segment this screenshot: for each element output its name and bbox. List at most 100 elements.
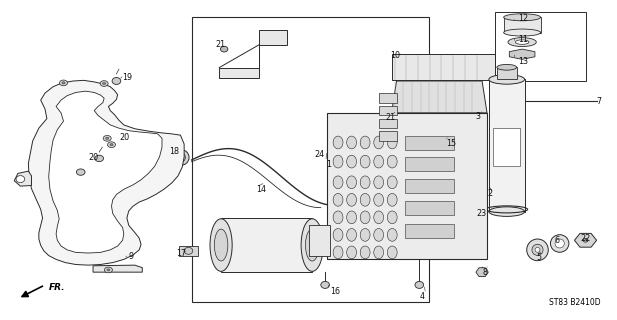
Text: 21: 21: [386, 114, 395, 123]
Text: 11: 11: [518, 35, 528, 44]
Ellipse shape: [387, 211, 397, 224]
Text: 4: 4: [420, 292, 424, 301]
Text: 8: 8: [482, 268, 487, 277]
Ellipse shape: [321, 281, 329, 288]
Ellipse shape: [503, 14, 540, 21]
Bar: [405, 224, 453, 238]
Ellipse shape: [387, 176, 397, 189]
Text: 9: 9: [129, 252, 134, 261]
Text: 19: 19: [123, 73, 133, 82]
Ellipse shape: [112, 77, 121, 84]
Text: 3: 3: [475, 112, 480, 121]
Ellipse shape: [503, 29, 540, 36]
Ellipse shape: [77, 169, 85, 175]
Ellipse shape: [360, 155, 370, 168]
Ellipse shape: [16, 176, 25, 183]
Ellipse shape: [347, 211, 357, 224]
Polygon shape: [49, 91, 162, 253]
Bar: [379, 106, 397, 116]
Ellipse shape: [347, 136, 357, 149]
Polygon shape: [93, 265, 143, 272]
Bar: [379, 131, 397, 141]
Ellipse shape: [387, 246, 397, 259]
Ellipse shape: [387, 194, 397, 206]
Polygon shape: [476, 268, 488, 276]
Bar: [327, 113, 487, 260]
Ellipse shape: [305, 229, 319, 261]
Ellipse shape: [360, 136, 370, 149]
Text: 18: 18: [169, 147, 179, 156]
Ellipse shape: [374, 246, 384, 259]
Ellipse shape: [333, 136, 343, 149]
Ellipse shape: [360, 176, 370, 189]
Bar: [379, 93, 397, 103]
Ellipse shape: [59, 80, 67, 86]
Ellipse shape: [106, 137, 109, 140]
Ellipse shape: [110, 144, 113, 146]
Text: 16: 16: [330, 287, 340, 296]
Ellipse shape: [387, 155, 397, 168]
Ellipse shape: [515, 40, 529, 44]
Ellipse shape: [360, 228, 370, 241]
Ellipse shape: [387, 228, 397, 241]
Ellipse shape: [489, 207, 524, 216]
Text: 15: 15: [446, 139, 457, 148]
Ellipse shape: [347, 228, 357, 241]
Ellipse shape: [102, 83, 106, 85]
Polygon shape: [509, 49, 535, 59]
Ellipse shape: [374, 194, 384, 206]
Ellipse shape: [100, 81, 108, 86]
Ellipse shape: [535, 247, 540, 252]
Ellipse shape: [527, 239, 549, 261]
Ellipse shape: [333, 211, 343, 224]
Ellipse shape: [62, 82, 65, 84]
Text: 1: 1: [326, 160, 331, 169]
Bar: [179, 246, 197, 256]
Ellipse shape: [214, 229, 228, 261]
Ellipse shape: [360, 211, 370, 224]
Text: 22: 22: [581, 234, 591, 243]
Bar: [489, 79, 524, 212]
Ellipse shape: [347, 155, 357, 168]
Text: 13: 13: [518, 57, 528, 66]
Ellipse shape: [374, 136, 384, 149]
Ellipse shape: [489, 75, 524, 84]
Ellipse shape: [184, 247, 193, 254]
Text: 10: 10: [390, 51, 400, 60]
Ellipse shape: [347, 194, 357, 206]
Text: 21: 21: [215, 40, 225, 49]
Ellipse shape: [175, 153, 185, 162]
Ellipse shape: [103, 135, 111, 141]
Text: FR.: FR.: [49, 283, 65, 292]
Ellipse shape: [210, 219, 232, 271]
Ellipse shape: [360, 246, 370, 259]
Bar: [405, 157, 453, 171]
Ellipse shape: [387, 136, 397, 149]
Bar: [405, 136, 453, 150]
Ellipse shape: [374, 228, 384, 241]
Ellipse shape: [555, 239, 565, 248]
Text: 7: 7: [597, 97, 602, 106]
Text: 5: 5: [536, 253, 541, 262]
Polygon shape: [14, 171, 31, 186]
Polygon shape: [574, 233, 597, 247]
Text: 17: 17: [176, 250, 186, 259]
Ellipse shape: [333, 228, 343, 241]
Bar: [221, 218, 312, 272]
Text: 12: 12: [518, 14, 529, 23]
Ellipse shape: [497, 64, 516, 70]
Bar: [392, 54, 495, 80]
Ellipse shape: [107, 269, 110, 271]
Ellipse shape: [107, 142, 115, 148]
Ellipse shape: [532, 244, 543, 255]
Ellipse shape: [220, 46, 228, 52]
Ellipse shape: [360, 194, 370, 206]
Text: 23: 23: [476, 209, 486, 218]
Ellipse shape: [333, 155, 343, 168]
Bar: [497, 67, 516, 79]
Ellipse shape: [333, 176, 343, 189]
Ellipse shape: [95, 155, 104, 162]
Ellipse shape: [583, 238, 588, 242]
Text: 14: 14: [256, 185, 266, 194]
Ellipse shape: [415, 281, 424, 288]
